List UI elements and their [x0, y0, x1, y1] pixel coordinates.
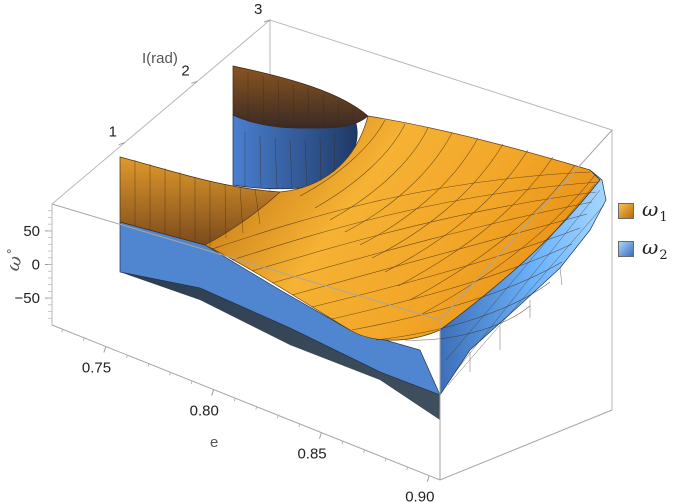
legend-swatch-omega2: [618, 241, 634, 257]
x-minor-tick: [363, 449, 365, 453]
z-tick-label: −50: [15, 290, 40, 307]
legend-label-omega1: ω1: [642, 197, 668, 225]
legend-swatch-omega1: [618, 203, 634, 219]
legend-label-omega2: ω2: [642, 235, 668, 263]
surface-group: [119, 65, 607, 420]
x-minor-tick: [255, 406, 258, 410]
x-minor-tick: [104, 346, 107, 350]
x-minor-tick: [82, 337, 85, 342]
x-minor-tick: [298, 423, 301, 428]
x-minor-tick: [61, 329, 64, 333]
y-tick-mark: [191, 80, 198, 84]
y-tick-label: 3: [254, 1, 262, 18]
x-minor-tick: [126, 355, 128, 359]
plot-box-front: [51, 129, 613, 481]
x-tick-label: 0.85: [297, 446, 326, 463]
x-tick-label: 0.80: [190, 403, 219, 420]
y-tick-label: 1: [109, 124, 117, 141]
surface-omega1-back: [232, 65, 369, 129]
z-axis-label: ω°: [1, 247, 29, 273]
x-minor-tick: [169, 372, 171, 376]
z-tick-label: 0: [32, 257, 40, 274]
y-tick-mark: [118, 142, 125, 146]
x-minor-tick: [341, 441, 344, 445]
x-minor-tick: [406, 466, 409, 471]
z-axis-ticks: 50 0 −50: [15, 210, 52, 319]
legend-item-omega1: ω1: [618, 196, 684, 226]
x-minor-tick: [427, 475, 430, 479]
x-tick-label: 0.90: [405, 489, 434, 502]
y-axis-ticks: 1 2 3: [109, 1, 271, 146]
x-minor-tick: [147, 363, 150, 367]
x-axis-ticks: 0.75 0.80 0.85 0.90: [61, 329, 434, 502]
y-tick-mark: [263, 19, 271, 23]
y-axis-label: I(rad): [142, 50, 178, 67]
x-axis-label: e: [210, 434, 218, 451]
x-tick-label: 0.75: [82, 360, 111, 377]
surface-mesh: [211, 119, 599, 341]
x-minor-tick: [233, 398, 236, 402]
legend-item-omega2: ω2: [618, 234, 684, 264]
x-minor-tick: [190, 380, 193, 385]
z-tick-label: 50: [23, 223, 40, 240]
x-minor-tick: [212, 389, 215, 393]
x-minor-tick: [320, 432, 322, 436]
surface-wall-mesh: [134, 72, 605, 386]
x-minor-tick: [276, 415, 279, 419]
x-minor-tick: [384, 458, 387, 462]
y-tick-label: 2: [181, 62, 189, 79]
legend: ω1 ω2: [618, 196, 684, 272]
